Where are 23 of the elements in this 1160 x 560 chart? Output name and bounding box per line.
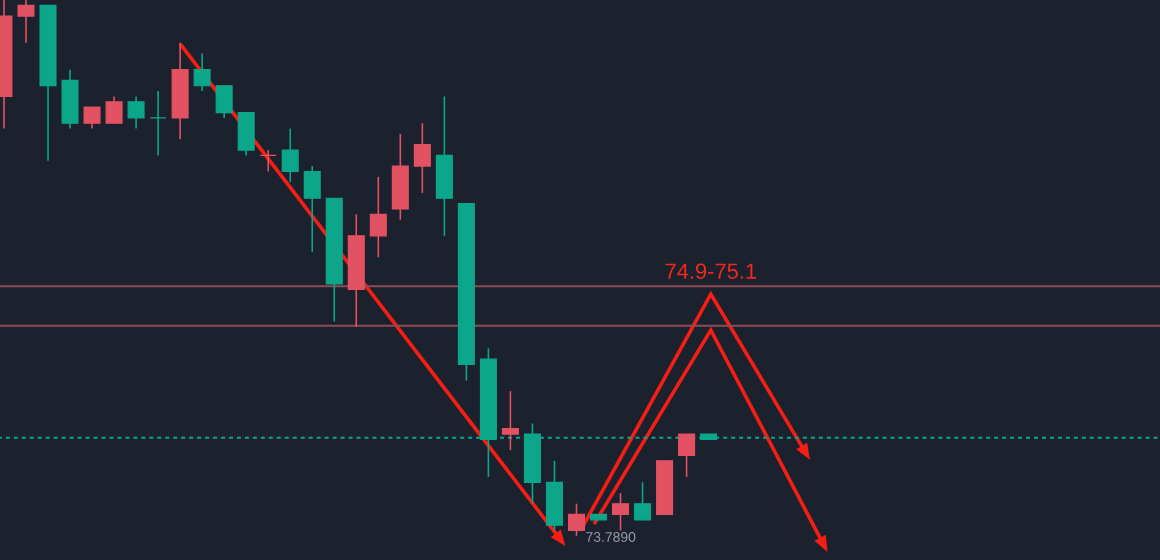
candlestick [193, 52, 211, 92]
candlestick [567, 502, 586, 537]
candlestick [501, 390, 519, 451]
candlestick [281, 127, 299, 183]
candlestick [391, 133, 409, 221]
candlestick [435, 95, 453, 237]
candlestick [83, 106, 101, 130]
candlestick [413, 122, 431, 194]
candlestick [127, 95, 145, 130]
candlestick [17, 0, 35, 44]
candlestick [545, 460, 563, 532]
candlestick [634, 481, 652, 521]
candlestick [259, 149, 277, 173]
candlestick [61, 68, 79, 130]
candlestick [612, 492, 630, 532]
candlestick [215, 84, 233, 119]
candlestick [369, 176, 387, 259]
candlestick [105, 95, 123, 125]
candlestick [303, 165, 321, 253]
candlestick [678, 433, 696, 478]
candlestick [149, 90, 167, 157]
annotation: 74.9-75.1 [665, 263, 757, 279]
candlestick [237, 111, 255, 157]
